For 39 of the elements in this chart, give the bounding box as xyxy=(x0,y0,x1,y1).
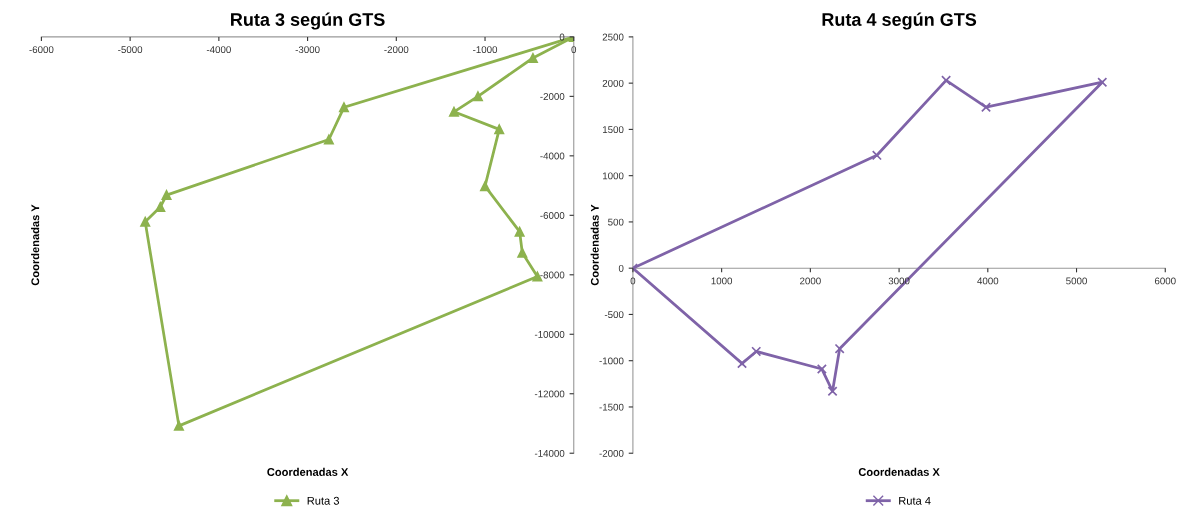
y-tick-label: -1000 xyxy=(599,357,624,365)
y-tick-label: -4000 xyxy=(540,152,565,160)
y-tick-label: -2000 xyxy=(599,449,624,457)
y-tick-label: -8000 xyxy=(540,271,565,279)
x-tick-label: 0 xyxy=(630,277,636,285)
x-tick-label: -4000 xyxy=(206,46,231,54)
y-tick-label: 500 xyxy=(608,218,624,226)
x-axis-title: Coordenadas X xyxy=(267,467,349,476)
y-tick-label: -6000 xyxy=(540,212,565,219)
y-tick-label: -1500 xyxy=(599,403,624,411)
x-tick-label: -6000 xyxy=(29,46,54,54)
y-tick-label: -10000 xyxy=(534,331,565,338)
y-tick-label: -12000 xyxy=(534,390,565,398)
y-tick-label: -14000 xyxy=(534,449,565,457)
y-tick-label: 0 xyxy=(618,264,624,272)
x-tick-label: 1000 xyxy=(711,277,733,285)
y-axis-title: Coordenadas Y xyxy=(31,204,40,286)
x-tick-label: -5000 xyxy=(118,46,143,54)
x-tick-label: 6000 xyxy=(1154,277,1176,285)
y-tick-label: -500 xyxy=(604,311,624,319)
chart-title: Ruta 4 según GTS xyxy=(822,12,977,30)
x-axis-title: Coordenadas X xyxy=(858,467,940,476)
x-tick-label: -1000 xyxy=(473,46,498,54)
y-tick-label: 1500 xyxy=(602,126,624,134)
x-tick-label: -3000 xyxy=(295,46,320,54)
x-tick-label: -2000 xyxy=(384,46,409,54)
x-tick-label: 0 xyxy=(571,46,577,54)
y-tick-label: 2000 xyxy=(602,79,624,87)
y-tick-label: 2500 xyxy=(602,33,624,41)
y-tick-label: -2000 xyxy=(540,93,565,100)
x-tick-label: 4000 xyxy=(977,277,999,285)
x-tick-label: 5000 xyxy=(1066,277,1087,285)
legend-label: Ruta 4 xyxy=(899,496,931,505)
y-tick-label: 0 xyxy=(559,33,565,41)
y-tick-label: 1000 xyxy=(602,172,624,180)
chart-title: Ruta 3 según GTS xyxy=(231,12,385,30)
x-tick-label: 2000 xyxy=(800,277,821,285)
legend-label: Ruta 3 xyxy=(307,496,340,505)
y-axis-title: Coordenadas Y xyxy=(590,204,599,286)
